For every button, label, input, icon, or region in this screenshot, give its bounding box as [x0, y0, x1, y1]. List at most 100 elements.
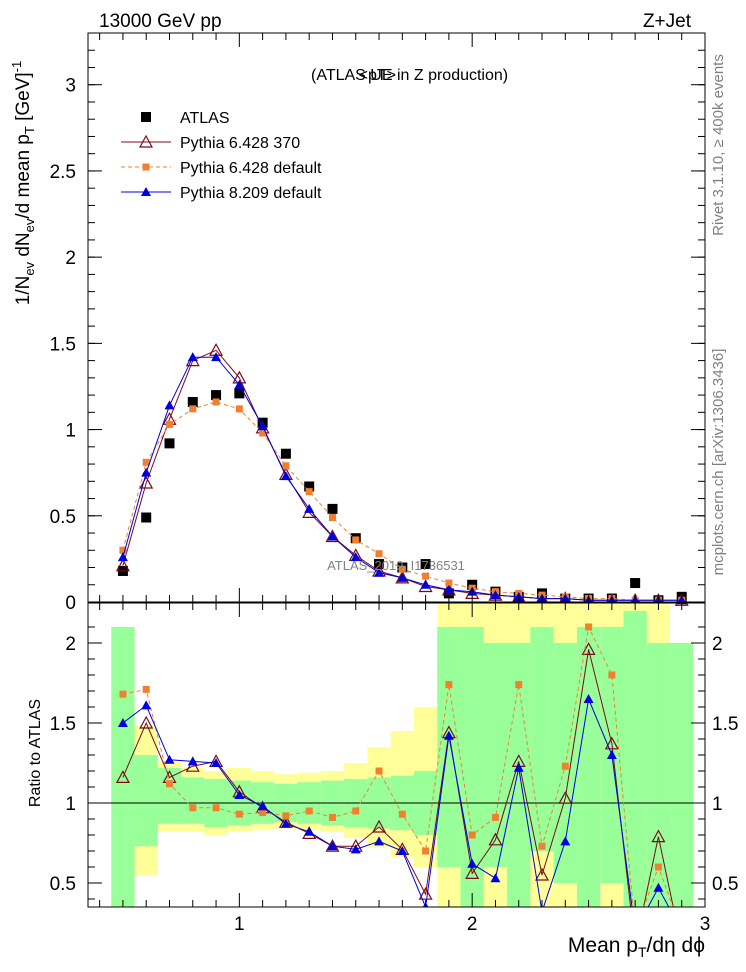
ratio-series-point: [115, 770, 130, 783]
ratio-series-point: [490, 873, 501, 883]
x-tick-label: 3: [700, 914, 711, 935]
green-band-bin: [530, 627, 554, 851]
ratio-y-tick-label: 0.5: [50, 874, 76, 895]
ratio-series-point: [327, 841, 338, 851]
ratio-series-point: [189, 804, 197, 812]
atlas-data-point: [141, 512, 152, 523]
ratio-series-point: [141, 700, 152, 710]
ratio-series-point: [445, 681, 453, 689]
atlas-data-point: [164, 438, 175, 449]
ratio-y-tick-label: 1.5: [50, 714, 76, 735]
main-panel: 0 0.5 1 1.5 2 2.5 3 <pT> (ATLAS UE in Z produc…: [9, 32, 706, 614]
ratio-y-axis-label: Ratio to ATLAS: [27, 699, 44, 807]
ratio-series-point: [185, 758, 200, 772]
atlas-data-point: [327, 503, 338, 514]
ratio-series-point: [465, 866, 480, 879]
atlas-data-point: [420, 559, 431, 570]
ratio-series-point: [117, 718, 128, 727]
series-point: [397, 572, 408, 582]
series-point: [141, 467, 152, 477]
ratio-series-point: [397, 846, 408, 855]
legend-label: ATLAS: [180, 110, 230, 127]
rivet-version-label: Rivet 3.1.10, ≥ 400k events: [710, 54, 727, 236]
green-band-bin: [507, 643, 531, 907]
series-point: [398, 565, 406, 573]
series-point: [305, 488, 313, 496]
ratio-series-point: [535, 867, 550, 881]
ratio-series-point: [561, 762, 569, 770]
legend-label: Pythia 8.209 default: [180, 185, 322, 202]
series-point: [375, 550, 383, 558]
series-point: [164, 400, 175, 410]
y-tick-label: 3: [65, 76, 76, 97]
ratio-series-point: [142, 685, 150, 693]
ratio-series-point: [468, 831, 476, 839]
legend-marker: [141, 187, 151, 196]
series-point: [304, 503, 315, 513]
x-axis-label: Mean pT/dη dϕ: [568, 934, 705, 960]
green-band-bin: [623, 611, 647, 907]
header-right: Z+Jet: [643, 11, 692, 32]
x-tick-label: 1: [234, 914, 245, 935]
ratio-y-tick-label-right: 0.5: [712, 874, 738, 895]
ratio-series-point: [653, 882, 664, 892]
legend-marker: [138, 134, 154, 148]
ratio-series-point: [581, 642, 596, 655]
series-point: [350, 552, 361, 562]
series-point: [142, 458, 150, 466]
legend-marker: [141, 112, 151, 122]
chart-subtitle: (ATLAS UE in Z production): [311, 67, 508, 84]
ratio-series-point: [560, 836, 571, 846]
series-point: [490, 590, 501, 600]
ratio-series-point: [372, 819, 387, 833]
y-tick-label: 0.5: [50, 507, 76, 528]
series-point: [259, 429, 267, 437]
green-band-bin: [111, 627, 135, 907]
series-point: [257, 421, 268, 431]
ratio-y-tick-label-right: 1: [712, 794, 723, 815]
series-point: [234, 379, 245, 389]
ratio-series-point: [325, 838, 340, 852]
ratio-series-point: [491, 813, 499, 821]
y-tick-label: 1.5: [50, 334, 76, 355]
ratio-series-point: [583, 694, 594, 703]
ratio-series-point: [651, 829, 666, 843]
series-point: [119, 546, 127, 554]
green-band-bin: [134, 755, 158, 847]
series-point: [325, 529, 340, 543]
ratio-series-point: [585, 623, 593, 631]
series-point: [328, 514, 336, 522]
y-tick-label: 0: [65, 593, 76, 614]
series-point: [420, 579, 431, 589]
series-point: [374, 567, 385, 577]
series-point: [422, 572, 430, 580]
ratio-series-point: [606, 750, 617, 759]
series-point: [211, 352, 222, 362]
main-plot-frame: [87, 32, 706, 603]
chart-title: <pT>: [359, 67, 396, 84]
ratio-series-point: [374, 836, 385, 846]
ratio-series-point: [418, 886, 433, 900]
legend-marker: [142, 163, 150, 171]
ratio-series-point: [513, 762, 524, 772]
ratio-series-point: [282, 812, 290, 820]
atlas-data-point: [211, 390, 222, 401]
green-band-bin: [670, 643, 694, 907]
series-point: [282, 462, 290, 470]
ratio-y-tick-label: 1: [65, 794, 76, 815]
ratio-series-point: [328, 813, 336, 821]
ratio-series-point: [352, 807, 360, 815]
ratio-series-point: [398, 810, 406, 818]
atlas-data-point: [304, 481, 315, 492]
ratio-series-point: [259, 809, 267, 817]
green-band-bin: [181, 777, 205, 824]
ratio-axis-ticks: 0.5 0.5 1 1 1.5 1.5 2 2 1 2 3: [50, 603, 738, 935]
ratio-y-tick-label-right: 2: [712, 634, 723, 655]
ratio-series-point: [443, 730, 454, 740]
ratio-series-point: [467, 858, 478, 868]
atlas-data-point: [187, 396, 198, 407]
series-point: [187, 352, 198, 362]
ratio-series-point: [257, 801, 268, 811]
ratio-series-point: [304, 826, 315, 836]
ratio-y-tick-label: 2: [65, 634, 76, 655]
